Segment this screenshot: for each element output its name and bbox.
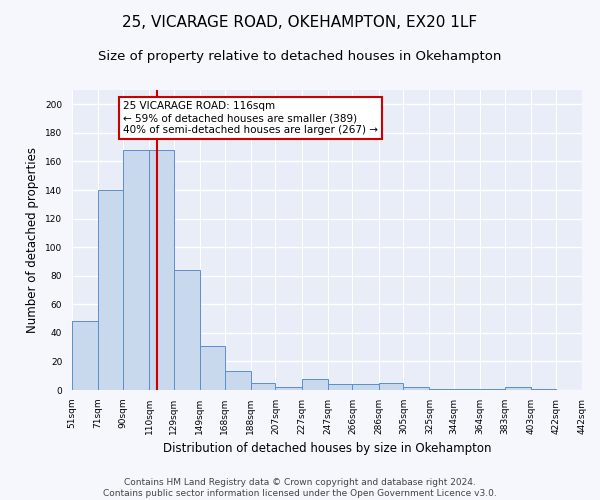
Text: Size of property relative to detached houses in Okehampton: Size of property relative to detached ho… bbox=[98, 50, 502, 63]
Bar bbox=[224, 372, 251, 390]
Bar bbox=[430, 388, 454, 390]
Bar bbox=[123, 150, 149, 390]
Y-axis label: Number of detached properties: Number of detached properties bbox=[26, 147, 40, 333]
Bar bbox=[480, 388, 505, 390]
Bar bbox=[200, 346, 224, 390]
Bar bbox=[352, 384, 379, 390]
Text: 25 VICARAGE ROAD: 116sqm
← 59% of detached houses are smaller (389)
40% of semi-: 25 VICARAGE ROAD: 116sqm ← 59% of detach… bbox=[123, 102, 378, 134]
Bar bbox=[379, 383, 403, 390]
Bar bbox=[302, 378, 328, 390]
Bar bbox=[531, 388, 556, 390]
Bar bbox=[149, 150, 174, 390]
Bar bbox=[174, 270, 200, 390]
X-axis label: Distribution of detached houses by size in Okehampton: Distribution of detached houses by size … bbox=[163, 442, 491, 456]
Bar bbox=[403, 387, 430, 390]
Bar bbox=[454, 388, 480, 390]
Bar bbox=[251, 383, 275, 390]
Bar bbox=[328, 384, 352, 390]
Bar bbox=[505, 387, 531, 390]
Bar bbox=[582, 387, 600, 390]
Text: 25, VICARAGE ROAD, OKEHAMPTON, EX20 1LF: 25, VICARAGE ROAD, OKEHAMPTON, EX20 1LF bbox=[122, 15, 478, 30]
Bar bbox=[98, 190, 123, 390]
Bar bbox=[275, 387, 302, 390]
Bar bbox=[72, 322, 98, 390]
Text: Contains HM Land Registry data © Crown copyright and database right 2024.
Contai: Contains HM Land Registry data © Crown c… bbox=[103, 478, 497, 498]
